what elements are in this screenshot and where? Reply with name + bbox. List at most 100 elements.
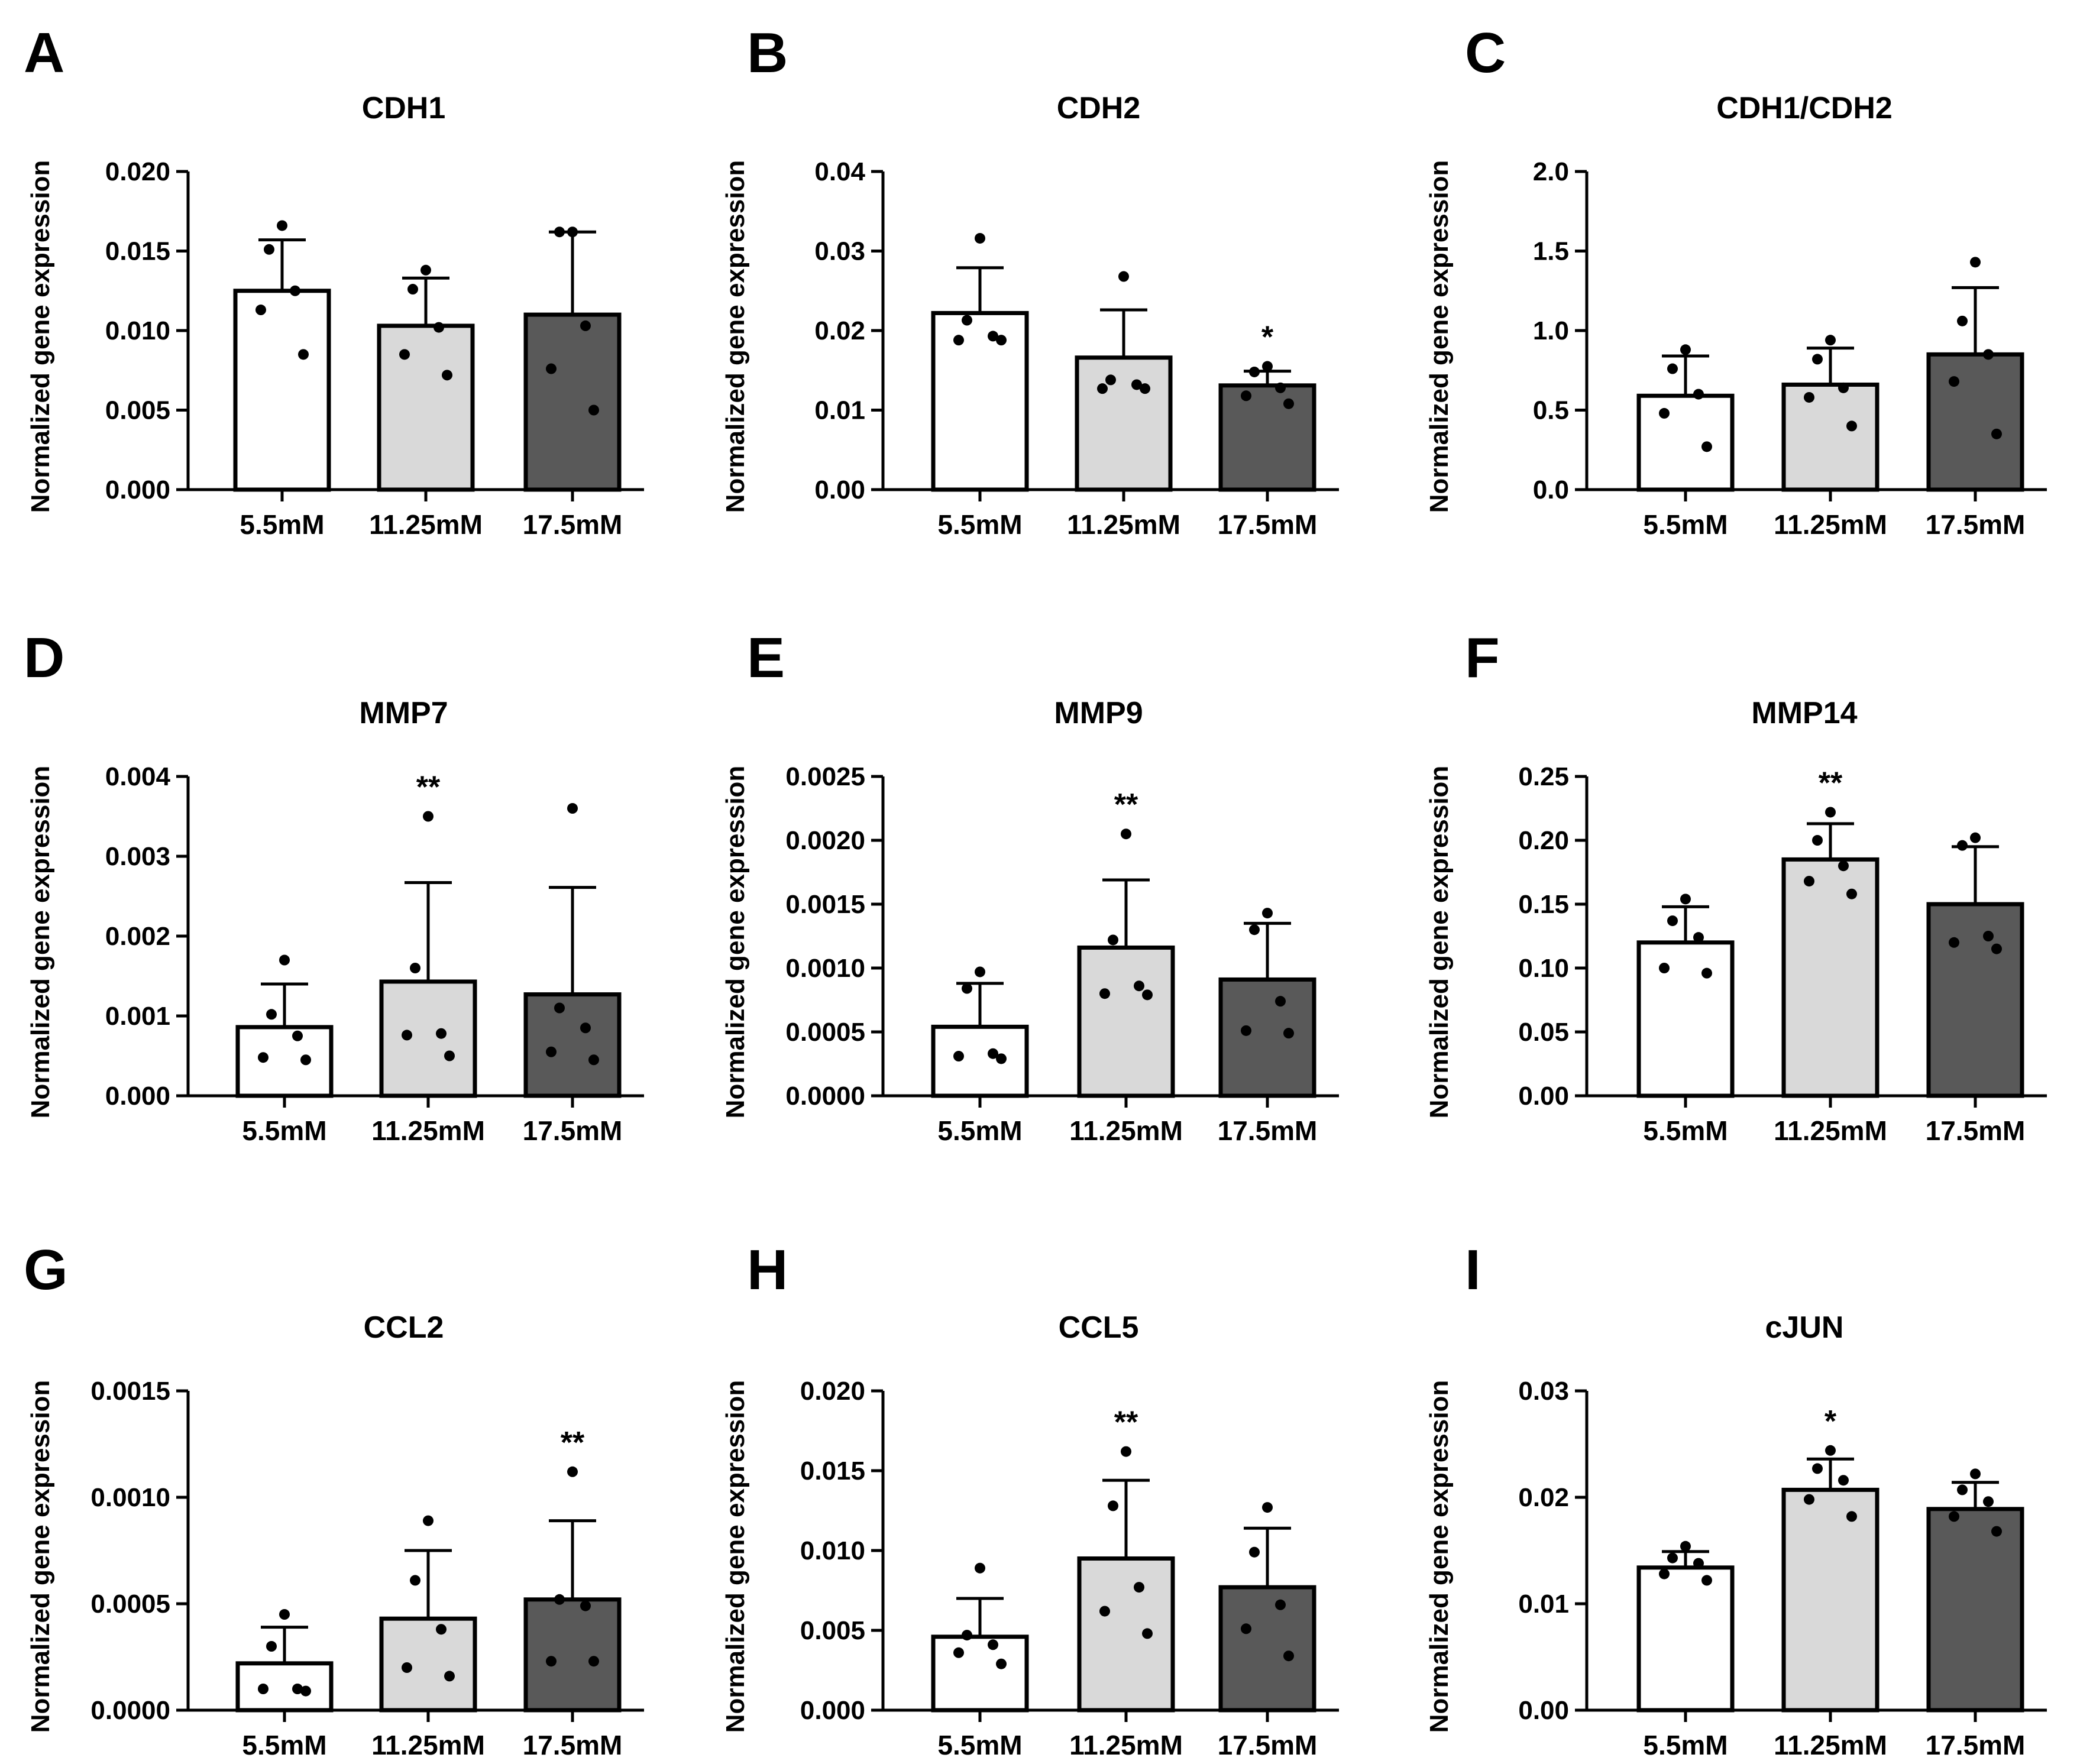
data-point — [588, 1054, 599, 1066]
data-point — [1262, 908, 1273, 919]
bar-5.5mM — [1636, 940, 1735, 1098]
y-tick-label: 0.0015 — [90, 1377, 170, 1406]
data-point — [546, 1046, 557, 1057]
x-tick-label: 17.5mM — [1926, 1115, 2026, 1146]
data-point — [436, 1624, 447, 1635]
panel-d: D MMP7 Normalized gene expression 0.000 0.00… — [24, 626, 644, 1146]
chart-title: CCL5 — [1059, 1310, 1139, 1345]
data-point — [546, 1656, 557, 1667]
data-point — [1659, 963, 1670, 973]
y-axis-label: Normalized gene expression — [26, 766, 55, 1119]
data-point — [1680, 1540, 1691, 1552]
data-point — [420, 264, 431, 276]
data-point — [1957, 840, 1968, 851]
chart-title: CDH1/CDH2 — [1716, 91, 1893, 125]
chart-title: CDH1 — [362, 91, 446, 125]
bar-5.5mM — [931, 310, 1029, 492]
data-point — [1812, 835, 1823, 846]
data-point — [580, 1600, 591, 1611]
bar-17.5mM — [523, 1597, 622, 1713]
bar-17.5mM — [1218, 977, 1316, 1098]
data-point — [567, 1466, 578, 1477]
data-point — [300, 1054, 311, 1066]
data-point — [300, 1685, 311, 1697]
panel-label: G — [24, 1238, 68, 1302]
data-point — [434, 322, 444, 333]
data-point — [1097, 383, 1108, 394]
bar-5.5mM — [235, 1025, 334, 1098]
bar-17.5mM — [1926, 352, 2024, 492]
data-point — [1249, 366, 1260, 377]
data-point — [988, 331, 998, 342]
bar-17.5mM — [1926, 1507, 2024, 1713]
data-point — [292, 1030, 303, 1041]
data-point — [1991, 1526, 2002, 1537]
data-point — [567, 226, 578, 238]
data-point — [1991, 943, 2002, 954]
x-tick-label: 11.25mM — [371, 1115, 485, 1146]
y-tick-label: 0.20 — [1518, 826, 1569, 855]
panel-label: F — [1465, 626, 1500, 690]
data-point — [975, 966, 985, 978]
data-point — [1804, 391, 1814, 403]
chart-title: MMP7 — [359, 696, 448, 730]
y-tick-label: 0.003 — [105, 842, 170, 871]
data-point — [436, 1028, 447, 1039]
bar-17.5mM — [1218, 1585, 1316, 1713]
data-point — [988, 1639, 998, 1650]
data-point — [1142, 989, 1153, 1001]
y-tick-label: 0.010 — [105, 316, 170, 345]
panel-label: C — [1465, 21, 1506, 85]
data-point — [402, 1662, 412, 1673]
y-tick-label: 0.02 — [1518, 1483, 1569, 1512]
x-tick-label: 11.25mM — [1067, 509, 1180, 540]
x-tick-label: 5.5mM — [937, 1115, 1022, 1146]
data-point — [1249, 924, 1260, 936]
data-point — [1701, 441, 1712, 452]
y-tick-label: 0.015 — [800, 1456, 865, 1485]
significance-marker: * — [1261, 321, 1274, 355]
bar-5.5mM — [1636, 1565, 1735, 1713]
bar-11.25mM — [1075, 355, 1173, 492]
data-point — [279, 954, 290, 966]
x-tick-label: 11.25mM — [369, 509, 483, 540]
y-tick-label: 0.000 — [800, 1696, 865, 1725]
data-point — [1838, 382, 1849, 393]
panel-f: F MMP14 Normalized gene expression 0.00 0.05… — [1425, 626, 2047, 1146]
data-point — [279, 1609, 290, 1620]
data-point — [1659, 407, 1670, 419]
x-tick-label: 17.5mM — [1926, 1730, 2026, 1760]
significance-marker: ** — [416, 771, 441, 805]
y-tick-label: 0.05 — [1518, 1018, 1569, 1047]
significance-marker: * — [1824, 1404, 1837, 1439]
x-tick-label: 11.25mM — [371, 1730, 485, 1760]
data-point — [962, 983, 972, 994]
bar-11.25mM — [1077, 945, 1175, 1098]
panel-e: E MMP9 Normalized gene expression 0.0000 0.0… — [721, 626, 1339, 1146]
data-point — [554, 226, 565, 238]
data-point — [1991, 428, 2002, 439]
data-point — [423, 1515, 434, 1526]
x-tick-label: 5.5mM — [937, 509, 1022, 540]
data-point — [1846, 420, 1857, 432]
bar-5.5mM — [931, 1024, 1029, 1098]
y-axis-label: Normalized gene expression — [721, 766, 750, 1119]
y-tick-label: 0.0000 — [90, 1696, 170, 1725]
data-point — [1275, 996, 1286, 1007]
y-tick-label: 0.0005 — [90, 1590, 170, 1619]
x-tick-label: 5.5mM — [240, 509, 324, 540]
y-tick-label: 0.04 — [814, 157, 865, 186]
x-tick-label: 17.5mM — [1218, 1115, 1318, 1146]
data-point — [988, 1048, 998, 1059]
y-axis-label: Normalized gene expression — [721, 1380, 750, 1733]
x-tick-label: 5.5mM — [1643, 509, 1728, 540]
data-point — [1121, 828, 1131, 840]
bar-5.5mM — [235, 1661, 334, 1713]
x-tick-label: 17.5mM — [1926, 509, 2026, 540]
data-point — [1667, 1552, 1678, 1564]
data-point — [975, 1562, 985, 1574]
data-point — [292, 1684, 303, 1694]
x-tick-label: 5.5mM — [1643, 1115, 1728, 1146]
data-point — [1105, 374, 1116, 386]
